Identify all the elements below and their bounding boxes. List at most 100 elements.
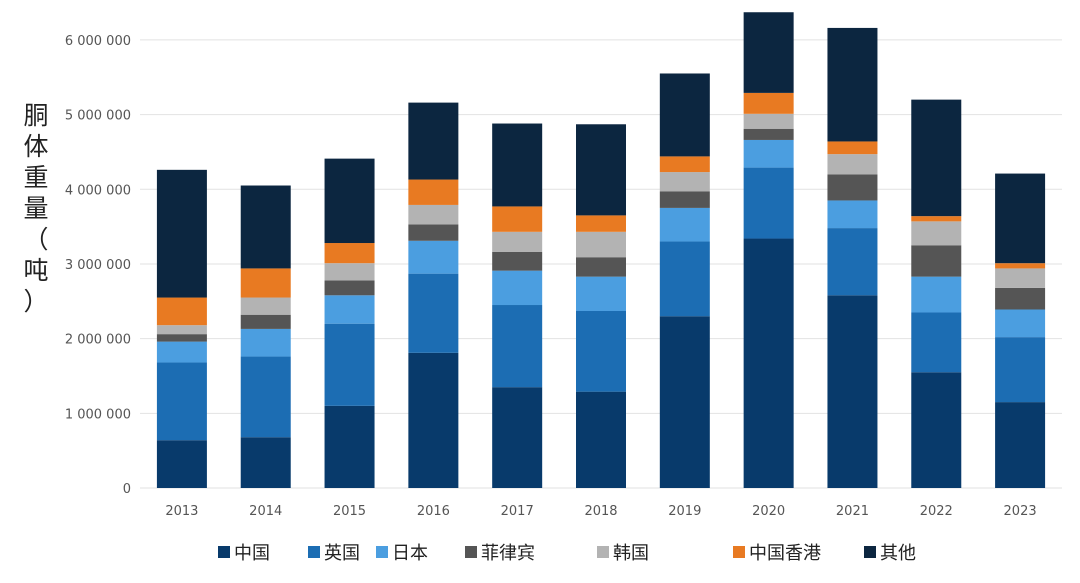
legend-item: 中国 xyxy=(218,540,270,564)
y-axis-title-char: 体 xyxy=(23,132,49,161)
bar-segment xyxy=(576,215,626,232)
bar-segment xyxy=(743,113,794,129)
bar-segment xyxy=(659,207,710,242)
y-tick-label: 5 000 000 xyxy=(65,109,131,124)
bar-segment xyxy=(324,295,375,324)
bar-segment xyxy=(240,437,291,488)
legend: 中国 英国 日本 菲律宾 韩国 中国香港 其他 xyxy=(0,540,1080,564)
x-tick-label: 2022 xyxy=(920,504,953,519)
bar-segment xyxy=(156,297,207,326)
y-axis-title-char: 吨 xyxy=(23,256,49,285)
bar-segment xyxy=(156,440,207,488)
bar-segment xyxy=(408,204,459,225)
bar-segment xyxy=(240,314,291,329)
legend-swatch xyxy=(218,546,230,558)
y-tick-label: 2 000 000 xyxy=(65,333,131,348)
bar-segment xyxy=(827,200,878,229)
legend-swatch xyxy=(376,546,388,558)
bar-segment xyxy=(659,172,710,192)
legend-label: 中国香港 xyxy=(749,543,821,564)
bar-segment xyxy=(659,156,710,173)
bar-segment xyxy=(743,139,794,168)
bar-segment xyxy=(492,231,543,252)
bar-segment xyxy=(911,372,962,488)
y-axis-title-char: ） xyxy=(23,287,49,316)
x-axis-ticks: 2013 2014 2015 2016 2017 2018 2019 2020 2021 2022… xyxy=(165,504,1036,519)
stacked-bar-chart: 0 1 000 000 2 000 000 3 000 000 4 000 000 5 0… xyxy=(65,12,1062,519)
bar-segment xyxy=(408,102,459,180)
y-tick-label: 6 000 000 xyxy=(65,34,131,49)
x-tick-label: 2016 xyxy=(417,504,450,519)
bar-segment xyxy=(156,362,207,441)
bar-segment xyxy=(827,141,878,155)
bar-segment xyxy=(324,323,375,406)
bar-segment xyxy=(995,263,1046,269)
legend-label: 中国 xyxy=(234,543,270,564)
bar-segment xyxy=(324,158,375,244)
bar-segment xyxy=(156,169,207,298)
bar-segment xyxy=(911,276,962,313)
legend-label: 其他 xyxy=(880,543,916,564)
legend-swatch xyxy=(465,546,477,558)
legend-item: 日本 xyxy=(376,540,428,564)
bar-segment xyxy=(827,228,878,296)
bar-segment xyxy=(240,328,291,357)
bar-segment xyxy=(911,216,962,222)
bar-segment xyxy=(827,27,878,142)
y-tick-label: 3 000 000 xyxy=(65,258,131,273)
bar-segment xyxy=(576,310,626,392)
bar-segment xyxy=(995,268,1046,288)
bar-segment xyxy=(156,341,207,363)
bar-segment xyxy=(492,206,543,232)
bar-segment xyxy=(995,173,1046,264)
legend-label: 韩国 xyxy=(613,543,649,564)
bar-segment xyxy=(743,12,794,93)
bar-segment xyxy=(492,387,543,488)
bar-segment xyxy=(995,309,1046,338)
legend-label: 英国 xyxy=(324,543,360,564)
legend-swatch xyxy=(597,546,609,558)
legend-item: 菲律宾 xyxy=(465,540,535,564)
bar-segment xyxy=(576,391,626,488)
legend-item: 韩国 xyxy=(597,540,649,564)
y-axis-title-char: 量 xyxy=(23,194,49,223)
y-axis-ticks: 0 1 000 000 2 000 000 3 000 000 4 000 000 5 0… xyxy=(65,34,131,497)
x-tick-label: 2017 xyxy=(501,504,534,519)
bar-segment xyxy=(743,128,794,140)
legend-swatch xyxy=(864,546,876,558)
bar-segment xyxy=(240,297,291,315)
bar-segment xyxy=(827,295,878,488)
bar-segment xyxy=(911,99,962,217)
bar-segment xyxy=(240,268,291,298)
bar-segment xyxy=(156,325,207,335)
bar-segment xyxy=(492,251,543,271)
bar-segment xyxy=(240,185,291,269)
x-tick-label: 2013 xyxy=(165,504,198,519)
bars xyxy=(156,12,1046,488)
bar-segment xyxy=(659,316,710,488)
y-tick-label: 1 000 000 xyxy=(65,407,131,422)
x-tick-label: 2018 xyxy=(584,504,617,519)
y-tick-label: 4 000 000 xyxy=(65,183,131,198)
bar-segment xyxy=(408,179,459,205)
bar-segment xyxy=(659,73,710,157)
bar-segment xyxy=(408,273,459,353)
bar-segment xyxy=(240,356,291,438)
bar-segment xyxy=(324,280,375,296)
legend-swatch xyxy=(308,546,320,558)
legend-item: 英国 xyxy=(308,540,360,564)
bar-segment xyxy=(743,92,794,114)
bar-segment xyxy=(659,241,710,317)
bar-segment xyxy=(324,243,375,264)
bar-segment xyxy=(911,312,962,373)
x-tick-label: 2019 xyxy=(668,504,701,519)
y-axis-title: 胴 体 重 量 （ 吨 ） xyxy=(16,100,56,317)
bar-segment xyxy=(324,405,375,488)
x-tick-label: 2015 xyxy=(333,504,366,519)
bar-segment xyxy=(743,238,794,488)
legend-item: 中国香港 xyxy=(733,540,821,564)
bar-segment xyxy=(827,174,878,201)
bar-segment xyxy=(576,124,626,216)
bar-segment xyxy=(911,245,962,277)
bar-segment xyxy=(408,352,459,488)
